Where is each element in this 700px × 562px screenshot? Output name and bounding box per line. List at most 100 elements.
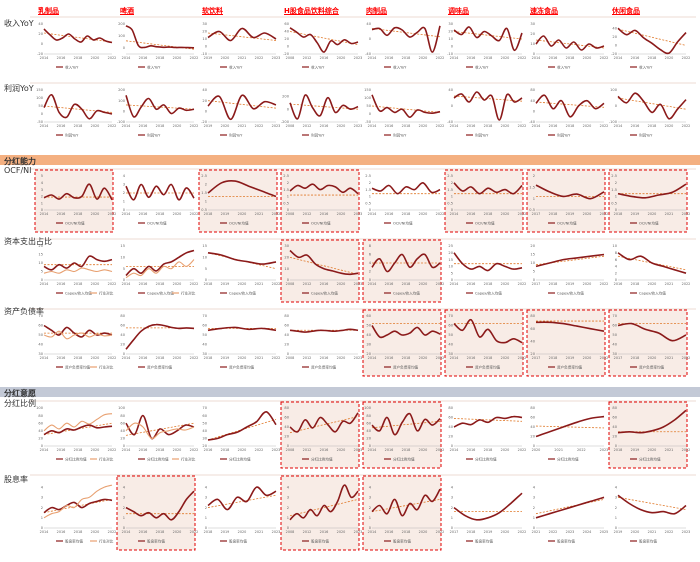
chart-panel: 0 1 2 3 4 2019 2020 2021 2022 2023 股息率均值 xyxy=(614,485,691,543)
highlight-frame xyxy=(280,169,360,233)
x-tick-label: 2016 xyxy=(139,448,148,452)
y-tick-label: 15 xyxy=(530,253,535,257)
series-line xyxy=(289,27,359,53)
y-tick-label: 200 xyxy=(118,22,126,26)
x-tick-label: 2014 xyxy=(40,530,49,534)
series-line xyxy=(207,486,277,511)
x-tick-label: 2012 xyxy=(303,124,312,128)
x-tick-label: 2018 xyxy=(631,282,640,286)
y-tick-label: 0 xyxy=(451,208,454,212)
trend-line xyxy=(453,418,523,422)
section-band-intent xyxy=(0,387,700,397)
trend-line xyxy=(371,28,441,38)
y-tick-label: 0 xyxy=(533,444,536,448)
x-tick-label: 2016 xyxy=(467,448,476,452)
y-tick-label: 20 xyxy=(530,352,535,356)
y-tick-label: 0 xyxy=(205,278,208,282)
legend-label: 收入YoY xyxy=(311,64,325,69)
y-tick-label: 40 xyxy=(448,343,453,347)
legend-label-alt: 行业对比 xyxy=(99,538,114,543)
legend-label: 分红比例均值 xyxy=(393,456,415,461)
series-line xyxy=(371,182,441,195)
y-tick-label: 20 xyxy=(38,32,43,36)
x-tick-label: 2018 xyxy=(484,124,493,128)
y-tick-label: 10 xyxy=(612,244,617,248)
y-tick-label: 1 xyxy=(369,516,371,520)
x-tick-label: 2017 xyxy=(532,282,541,286)
y-tick-label: 5 xyxy=(41,174,43,178)
y-tick-label: 40 xyxy=(38,22,43,26)
y-tick-label: 0 xyxy=(369,208,372,212)
highlight-frame xyxy=(526,169,606,233)
y-tick-label: 100 xyxy=(118,34,126,38)
x-tick-label: 2024 xyxy=(583,530,592,534)
y-tick-label: 80 xyxy=(530,88,535,92)
x-tick-label: 2022 xyxy=(600,124,609,128)
y-tick-label: 40 xyxy=(284,425,289,429)
x-tick-label: 2014 xyxy=(614,56,623,60)
y-tick-label: 20 xyxy=(284,37,289,41)
y-tick-label: 0 xyxy=(369,526,372,530)
y-tick-label: -20 xyxy=(37,52,44,56)
chart-panel: 0 10 20 30 2014 2016 2018 2020 2022 收入YoY xyxy=(530,22,608,69)
trend-line xyxy=(535,498,605,515)
x-tick-label: 2019 xyxy=(204,56,213,60)
x-tick-label: 2020 xyxy=(648,212,657,216)
y-tick-label: 0 xyxy=(287,208,290,212)
y-tick-label: 80 xyxy=(284,314,289,318)
chart-panel: 0 20 40 60 80 2014 2016 2018 2020 2022 分红比例均值 xyxy=(448,406,526,461)
chart-panel: 0 0.5 1 1.5 2 2.5 2014 2016 2018 2020 2022 OCF/NI均值 xyxy=(365,174,444,225)
x-tick-label: 2018 xyxy=(402,212,411,216)
legend-label-alt: 行业对比 xyxy=(181,456,196,461)
x-tick-label: 2018 xyxy=(156,124,165,128)
x-tick-label: 2018 xyxy=(74,56,83,60)
trend-line xyxy=(207,494,277,508)
x-tick-label: 2023 xyxy=(354,124,363,128)
series-line xyxy=(207,180,277,198)
x-tick-label: 2020 xyxy=(238,282,247,286)
series-line xyxy=(125,422,195,440)
y-tick-label: -50 xyxy=(365,120,372,124)
x-tick-label: 2018 xyxy=(402,282,411,286)
y-tick-label: 2.5 xyxy=(447,174,453,178)
trend-line xyxy=(207,252,277,270)
x-tick-label: 2016 xyxy=(57,124,66,128)
y-tick-label: 4 xyxy=(205,485,208,489)
y-tick-label: 1.5 xyxy=(529,186,535,190)
y-tick-label: 0.5 xyxy=(201,208,207,212)
highlight-frame xyxy=(362,309,442,377)
x-tick-label: 2022 xyxy=(577,448,586,452)
x-tick-label: 2018 xyxy=(566,124,575,128)
x-tick-label: 2019 xyxy=(566,212,575,216)
x-tick-label: 2022 xyxy=(518,356,527,360)
y-tick-label: 80 xyxy=(530,314,535,318)
x-tick-label: 2022 xyxy=(600,212,609,216)
x-tick-label: 2016 xyxy=(385,282,394,286)
series-line xyxy=(617,409,687,434)
legend-label: Capex/收入均值 xyxy=(393,290,420,295)
y-tick-label: 0 xyxy=(123,278,126,282)
chart-panel: 0 5 10 15 2018 2019 2020 2021 2022 Capex/收入均值 xyxy=(202,244,280,295)
x-tick-label: 2014 xyxy=(450,56,459,60)
highlight-frame xyxy=(608,401,688,469)
y-tick-label: 2 xyxy=(41,195,43,199)
x-tick-label: 2008 xyxy=(286,530,295,534)
y-tick-label: 50 xyxy=(366,104,371,108)
series-line xyxy=(207,252,277,265)
y-tick-label: 20 xyxy=(448,30,453,34)
x-tick-label: 2020 xyxy=(91,448,100,452)
x-tick-label: 2020 xyxy=(173,530,182,534)
x-tick-label: 2014 xyxy=(368,530,377,534)
y-tick-label: 60 xyxy=(448,416,453,420)
x-tick-label: 2017 xyxy=(532,212,541,216)
x-tick-label: 2020 xyxy=(419,56,428,60)
series-line xyxy=(207,27,277,42)
x-tick-label: 2020 xyxy=(337,124,346,128)
y-tick-label: 1 xyxy=(123,516,125,520)
legend-label: 收入YoY xyxy=(393,64,407,69)
series-line xyxy=(535,184,605,200)
x-tick-label: 2018 xyxy=(204,530,213,534)
x-tick-label: 2014 xyxy=(40,448,49,452)
series-line xyxy=(371,25,441,53)
